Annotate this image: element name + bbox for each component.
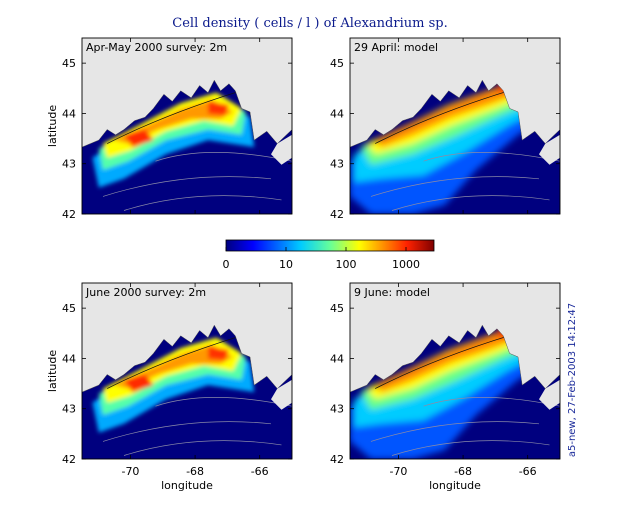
- land-area: [539, 134, 560, 165]
- map-panel-4: 9 June: model 42 43 44 45 -70 -68 -66 longitude: [330, 282, 561, 492]
- land-area: [82, 38, 292, 148]
- density-field: [350, 69, 556, 214]
- land-area: [539, 379, 560, 410]
- y-tick-label: 42: [330, 453, 344, 466]
- x-tick-label: -68: [454, 465, 472, 478]
- x-tick-label: -70: [121, 465, 139, 478]
- land-area: [82, 283, 292, 393]
- bathymetry-contours: [102, 397, 292, 456]
- colorbar-gradient: [225, 239, 435, 252]
- map-panel-3: June 2000 survey: 2m 42 43 44 45 -70 -68 -66 lat…: [46, 282, 293, 492]
- y-tick-label: 44: [330, 107, 344, 120]
- y-tick-label: 42: [62, 208, 76, 221]
- bathymetry-contours: [102, 152, 292, 211]
- coastline: [81, 282, 293, 393]
- y-tick-label: 45: [330, 302, 344, 315]
- colorbar-tick-label: 0: [223, 258, 230, 271]
- axes-frame: [81, 282, 293, 460]
- density-field: [92, 92, 255, 188]
- y-tick-label: 42: [330, 208, 344, 221]
- y-tick-label: 44: [62, 107, 76, 120]
- map-panel-2: 29 April: model 42 43 44 45: [330, 37, 561, 221]
- colorbar-tick-label: 10: [279, 258, 293, 271]
- coastline: [349, 37, 561, 148]
- coastline: [349, 282, 561, 393]
- axes-frame: [349, 37, 561, 215]
- y-tick-label: 44: [62, 352, 76, 365]
- map-panel-1: Apr-May 2000 survey: 2m 42 43 44 45 latitude: [46, 37, 293, 221]
- land-area: [271, 379, 292, 410]
- panel-label: 29 April: model: [354, 41, 438, 54]
- y-tick-label: 43: [62, 403, 76, 416]
- y-axis-label: latitude: [46, 350, 59, 392]
- density-field: [92, 337, 255, 433]
- land-area: [350, 283, 560, 393]
- y-tick-label: 45: [62, 302, 76, 315]
- panel-label: Apr-May 2000 survey: 2m: [86, 41, 227, 54]
- x-tick-label: -66: [519, 465, 537, 478]
- colorbar: 0 10 100 1000: [223, 239, 435, 271]
- x-tick-label: -66: [251, 465, 269, 478]
- timestamp-stamp: a5-new, 27-Feb-2003 14:12:47: [567, 303, 578, 457]
- y-tick-label: 42: [62, 453, 76, 466]
- axes-frame: [81, 37, 293, 215]
- y-tick-label: 44: [330, 352, 344, 365]
- panel-label: 9 June: model: [354, 286, 430, 299]
- x-tick-label: -70: [389, 465, 407, 478]
- colorbar-tick-label: 100: [336, 258, 357, 271]
- land-area: [350, 38, 560, 148]
- land-area: [271, 134, 292, 165]
- x-tick-label: -68: [186, 465, 204, 478]
- bathymetry-contours: [370, 152, 560, 211]
- y-tick-label: 43: [330, 403, 344, 416]
- bathymetry-contours: [370, 397, 560, 456]
- y-tick-label: 45: [62, 57, 76, 70]
- y-tick-label: 43: [330, 158, 344, 171]
- coastline: [81, 37, 293, 148]
- x-axis-label: longitude: [429, 479, 481, 492]
- density-field: [350, 314, 556, 459]
- chart-title: Cell density ( cells / l ) of Alexandriu…: [172, 16, 447, 31]
- y-tick-label: 43: [62, 158, 76, 171]
- y-tick-label: 45: [330, 57, 344, 70]
- panel-label: June 2000 survey: 2m: [85, 286, 206, 299]
- y-axis-label: latitude: [46, 105, 59, 147]
- colorbar-tick-label: 1000: [392, 258, 420, 271]
- x-axis-label: longitude: [161, 479, 213, 492]
- axes-frame: [349, 282, 561, 460]
